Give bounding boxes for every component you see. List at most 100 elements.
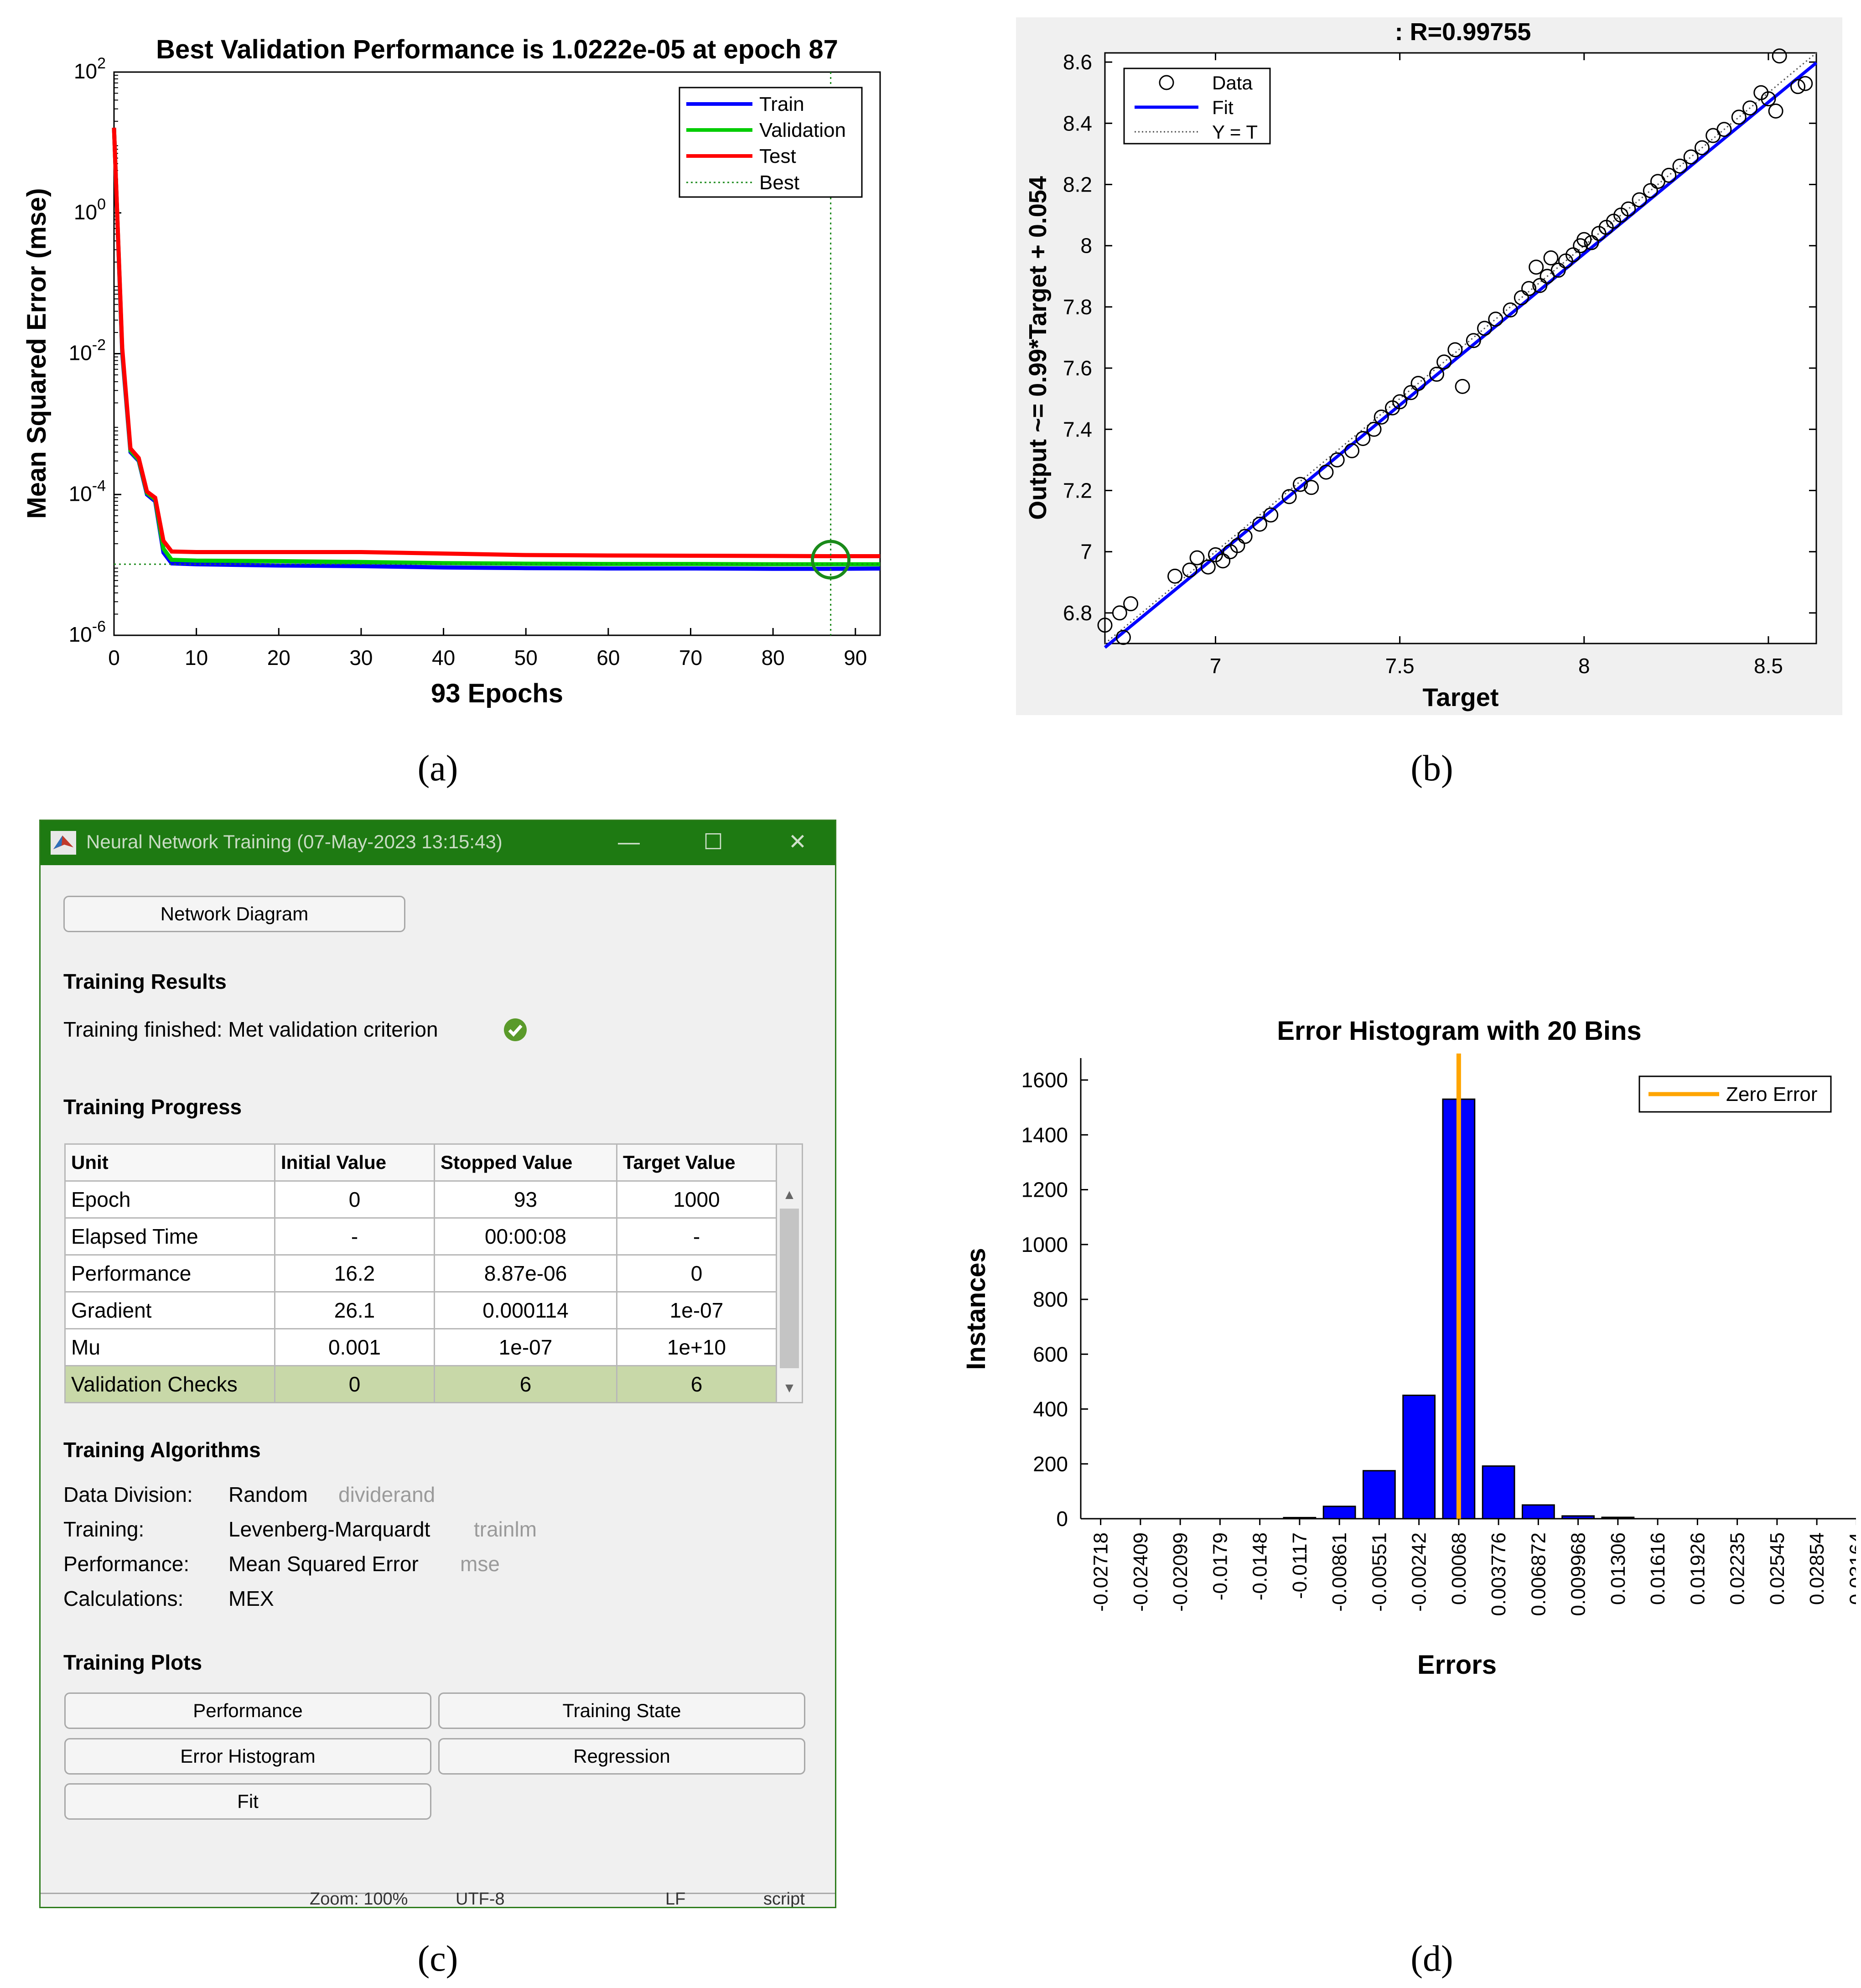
data-point — [1115, 630, 1131, 645]
x-tick-label: 0.003776 — [1488, 1532, 1510, 1616]
x-tick-label: -0.02718 — [1090, 1532, 1112, 1612]
y-tick-label: 7.6 — [1063, 356, 1092, 380]
data-point — [1716, 122, 1732, 137]
y-tick-label: 400 — [1033, 1397, 1068, 1421]
data-point — [1281, 489, 1297, 504]
table-row-highlighted: Validation Checks 0 6 6 — [64, 1365, 777, 1403]
algo-value: MEX — [228, 1587, 274, 1610]
data-point — [1550, 262, 1566, 278]
performance-plot-button[interactable]: Performance — [64, 1692, 431, 1729]
data-point — [1112, 605, 1127, 621]
data-point — [1731, 109, 1747, 125]
training-results-heading: Training Results — [63, 970, 227, 993]
histogram-bar — [1322, 1505, 1356, 1520]
data-point — [1521, 281, 1537, 296]
x-tick-label: -0.0117 — [1289, 1532, 1311, 1599]
performance-plot-series — [112, 127, 881, 571]
x-tick-label: 0.02545 — [1766, 1532, 1788, 1605]
x-tick-label: 8.5 — [1754, 654, 1783, 678]
histogram-bar — [1362, 1470, 1396, 1520]
scrollbar-thumb[interactable] — [780, 1209, 799, 1368]
performance-plot-legend: Train Validation Test Best — [679, 87, 863, 198]
legend-zero-error: Zero Error — [1726, 1083, 1817, 1106]
y-tick-label: 1600 — [1021, 1068, 1068, 1092]
error-histogram-ylabel: Instances — [961, 1248, 991, 1370]
y-tick-label: 7 — [1080, 540, 1092, 564]
table-cell: - — [616, 1217, 777, 1256]
legend-train: Train — [759, 93, 804, 115]
scroll-down-icon[interactable]: ▼ — [783, 1381, 796, 1396]
y-tick-label: 8.4 — [1063, 111, 1092, 135]
training-progress-heading: Training Progress — [63, 1095, 242, 1119]
fit-button[interactable]: Fit — [64, 1783, 431, 1820]
data-point — [1292, 477, 1308, 492]
close-button[interactable]: ✕ — [788, 830, 807, 854]
panel-label-b: (b) — [1410, 748, 1453, 789]
error-histogram-xlabel: Errors — [1417, 1650, 1497, 1680]
regression-button[interactable]: Regression — [438, 1738, 805, 1775]
window-titlebar[interactable]: Neural Network Training (07-May-2023 13:… — [41, 821, 835, 865]
table-cell: Epoch — [64, 1180, 275, 1219]
column-header: Initial Value — [274, 1143, 435, 1182]
legend-best: Best — [759, 171, 799, 194]
data-point — [1477, 321, 1493, 336]
scroll-up-icon[interactable]: ▲ — [783, 1187, 796, 1202]
matlab-icon — [51, 831, 76, 855]
algo-label: Calculations: — [63, 1587, 184, 1610]
data-point — [1661, 167, 1677, 183]
maximize-button[interactable]: ☐ — [703, 830, 723, 854]
regression-plot-axes — [1104, 52, 1817, 644]
table-cell: 1e-07 — [616, 1291, 777, 1329]
data-point — [1230, 538, 1245, 553]
x-tick-label: -0.0148 — [1249, 1532, 1271, 1600]
algo-fn: mse — [460, 1552, 500, 1576]
data-point — [1742, 100, 1758, 116]
table-cell: 8.87e-06 — [434, 1254, 617, 1292]
x-tick-label: 60 — [596, 646, 620, 670]
data-point — [1215, 553, 1231, 569]
panel-label-d: (d) — [1410, 1939, 1453, 1979]
x-tick-label: -0.00242 — [1408, 1532, 1431, 1612]
x-tick-label: -0.0179 — [1209, 1532, 1231, 1600]
histogram-bar — [1521, 1504, 1555, 1520]
data-point — [1366, 421, 1382, 437]
data-point — [1621, 201, 1636, 217]
error-histogram-ticks: 0 200 400 600 800 1000 1200 1400 1600 -0.02718 -0.… — [1021, 1058, 1856, 1616]
training-state-button[interactable]: Training State — [438, 1692, 805, 1729]
x-tick-label: 7.5 — [1385, 654, 1415, 678]
algo-value: Random — [228, 1483, 308, 1506]
training-plots-heading: Training Plots — [63, 1651, 202, 1674]
data-point — [1543, 250, 1559, 266]
data-point — [1772, 48, 1787, 64]
table-cell: 0 — [274, 1365, 435, 1403]
data-point — [1576, 232, 1592, 247]
x-tick-label: 0.009968 — [1567, 1532, 1590, 1616]
table-cell: 6 — [616, 1365, 777, 1403]
minimize-button[interactable]: — — [618, 830, 640, 854]
data-point — [1488, 311, 1503, 327]
x-tick-label: 50 — [514, 646, 538, 670]
x-tick-label: -0.02099 — [1169, 1532, 1192, 1612]
regression-plot-ylabel: Output ~= 0.99*Target + 0.054 — [1024, 176, 1052, 520]
data-point — [1529, 260, 1544, 275]
histogram-bar — [1601, 1516, 1635, 1520]
table-cell: 16.2 — [274, 1254, 435, 1292]
performance-plot-ticks: 0 10 20 30 40 50 60 70 80 90 102 100 10-2 10-4 10-6 — [69, 55, 867, 670]
series-line-test — [112, 127, 880, 559]
x-tick-label: 0.006872 — [1527, 1532, 1550, 1616]
column-header: Unit — [64, 1143, 275, 1182]
data-point — [1761, 91, 1776, 107]
x-tick-label: 90 — [844, 646, 867, 670]
network-diagram-button[interactable]: Network Diagram — [63, 896, 405, 932]
status-eol: LF — [665, 1889, 686, 1908]
table-cell: 0.000114 — [434, 1291, 617, 1329]
table-row: Elapsed Time - 00:00:08 - — [64, 1217, 777, 1256]
table-scrollbar[interactable]: ▲ ▼ — [776, 1143, 803, 1403]
best-point-circle — [811, 540, 851, 580]
x-tick-label: 30 — [349, 646, 373, 670]
error-histogram-button[interactable]: Error Histogram — [64, 1738, 431, 1775]
data-point — [1532, 278, 1548, 293]
table-cell: 6 — [434, 1365, 617, 1403]
table-row: Gradient 26.1 0.000114 1e-07 — [64, 1291, 777, 1329]
table-cell: Validation Checks — [64, 1365, 275, 1403]
